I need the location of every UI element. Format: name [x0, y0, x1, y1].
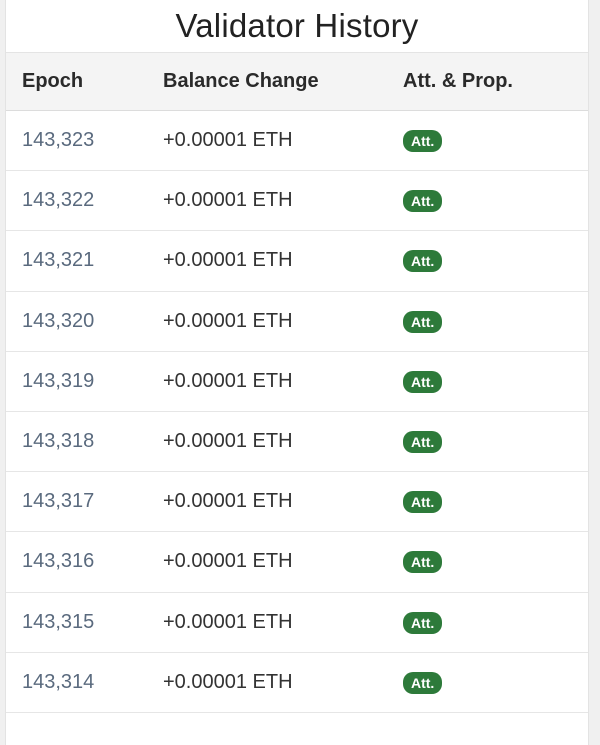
table-row[interactable]: 143,317 +0.00001 ETH Att.: [6, 472, 588, 533]
attestation-badge: Att.: [403, 370, 443, 393]
attestation-badge: Att.: [403, 130, 443, 153]
balance-change: +0.00001 ETH: [163, 189, 293, 212]
column-header-att-prop[interactable]: Att. & Prop.: [403, 70, 513, 92]
att-prop-cell: Att.: [403, 129, 443, 153]
attestation-badge: Att.: [403, 611, 443, 634]
attestation-badge: Att.: [403, 190, 443, 213]
epoch-link[interactable]: 143,319: [22, 369, 95, 392]
att-prop-cell: Att.: [403, 490, 443, 514]
table-row[interactable]: 143,316 +0.00001 ETH Att.: [6, 532, 588, 593]
attestation-badge: Att.: [403, 431, 443, 454]
att-prop-cell: Att.: [403, 370, 443, 393]
epoch-link[interactable]: 143,317: [22, 490, 95, 513]
table-row[interactable]: 143,323 +0.00001 ETH Att.: [6, 111, 588, 172]
balance-change: +0.00001 ETH: [163, 430, 293, 453]
att-prop-cell: Att.: [403, 249, 443, 273]
attestation-badge: Att.: [403, 491, 443, 514]
balance-change: +0.00001 ETH: [163, 610, 293, 633]
att-prop-cell: Att.: [403, 611, 443, 634]
balance-change: +0.00001 ETH: [163, 249, 293, 272]
table-row[interactable]: 143,319 +0.00001 ETH Att.: [6, 352, 588, 412]
table-row[interactable]: 143,320 +0.00001 ETH Att.: [6, 292, 588, 352]
balance-change: +0.00001 ETH: [163, 369, 293, 392]
attestation-badge: Att.: [403, 671, 443, 694]
balance-change: +0.00001 ETH: [163, 670, 293, 693]
table-row[interactable]: 143,314 +0.00001 ETH Att.: [6, 653, 588, 713]
balance-change: +0.00001 ETH: [163, 129, 293, 152]
epoch-link[interactable]: 143,316: [22, 550, 95, 573]
epoch-link[interactable]: 143,320: [22, 309, 95, 332]
attestation-badge: Att.: [403, 310, 443, 333]
epoch-link[interactable]: 143,318: [22, 430, 95, 453]
epoch-link[interactable]: 143,322: [22, 189, 95, 212]
balance-change: +0.00001 ETH: [163, 490, 293, 513]
att-prop-cell: Att.: [403, 310, 443, 333]
table-header: Epoch Balance Change Att. & Prop.: [6, 52, 588, 111]
attestation-badge: Att.: [403, 250, 443, 273]
validator-history-card: Validator History Epoch Balance Change A…: [5, 0, 589, 745]
epoch-link[interactable]: 143,315: [22, 610, 95, 633]
att-prop-cell: Att.: [403, 671, 443, 694]
table-body: 143,323 +0.00001 ETH Att. 143,322 +0.00001 E…: [6, 111, 588, 713]
balance-change: +0.00001 ETH: [163, 550, 293, 573]
table-row[interactable]: 143,321 +0.00001 ETH Att.: [6, 231, 588, 292]
table-row[interactable]: 143,322 +0.00001 ETH Att.: [6, 171, 588, 232]
table-row[interactable]: 143,318 +0.00001 ETH Att.: [6, 412, 588, 473]
att-prop-cell: Att.: [403, 189, 443, 213]
epoch-link[interactable]: 143,314: [22, 670, 95, 693]
epoch-link[interactable]: 143,323: [22, 129, 95, 152]
att-prop-cell: Att.: [403, 550, 443, 574]
balance-change: +0.00001 ETH: [163, 309, 293, 332]
page-title: Validator History: [175, 7, 419, 44]
table-row[interactable]: 143,315 +0.00001 ETH Att.: [6, 593, 588, 653]
epoch-link[interactable]: 143,321: [22, 249, 95, 272]
column-header-epoch[interactable]: Epoch: [22, 70, 84, 92]
column-header-balance-change[interactable]: Balance Change: [163, 70, 319, 92]
att-prop-cell: Att.: [403, 430, 443, 454]
attestation-badge: Att.: [403, 551, 443, 574]
